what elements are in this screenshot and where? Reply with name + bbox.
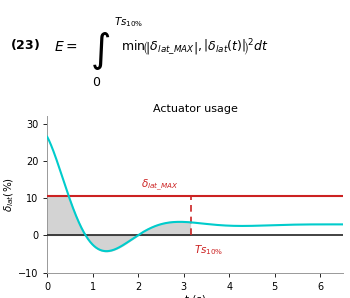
Text: $\mathbf{(23)}$: $\mathbf{(23)}$ — [10, 37, 40, 52]
Title: Actuator usage: Actuator usage — [153, 104, 238, 114]
Text: $0$: $0$ — [92, 76, 101, 89]
Text: $\int$: $\int$ — [90, 30, 110, 72]
Text: $\delta_{lat\_MAX}$: $\delta_{lat\_MAX}$ — [140, 178, 178, 193]
Text: $E=$: $E=$ — [54, 41, 78, 55]
Text: $Ts_{10\%}$: $Ts_{10\%}$ — [194, 244, 224, 257]
Text: $Ts_{10\%}$: $Ts_{10\%}$ — [114, 15, 143, 29]
Text: $\mathrm{min}\!\left(\!\left|\delta_{lat\_MAX}\right|,\left|\delta_{lat}(t)\righ: $\mathrm{min}\!\left(\!\left|\delta_{lat… — [121, 37, 268, 58]
X-axis label: t (s): t (s) — [185, 294, 205, 298]
Y-axis label: $\delta_{lat}$(%): $\delta_{lat}$(%) — [3, 177, 16, 212]
